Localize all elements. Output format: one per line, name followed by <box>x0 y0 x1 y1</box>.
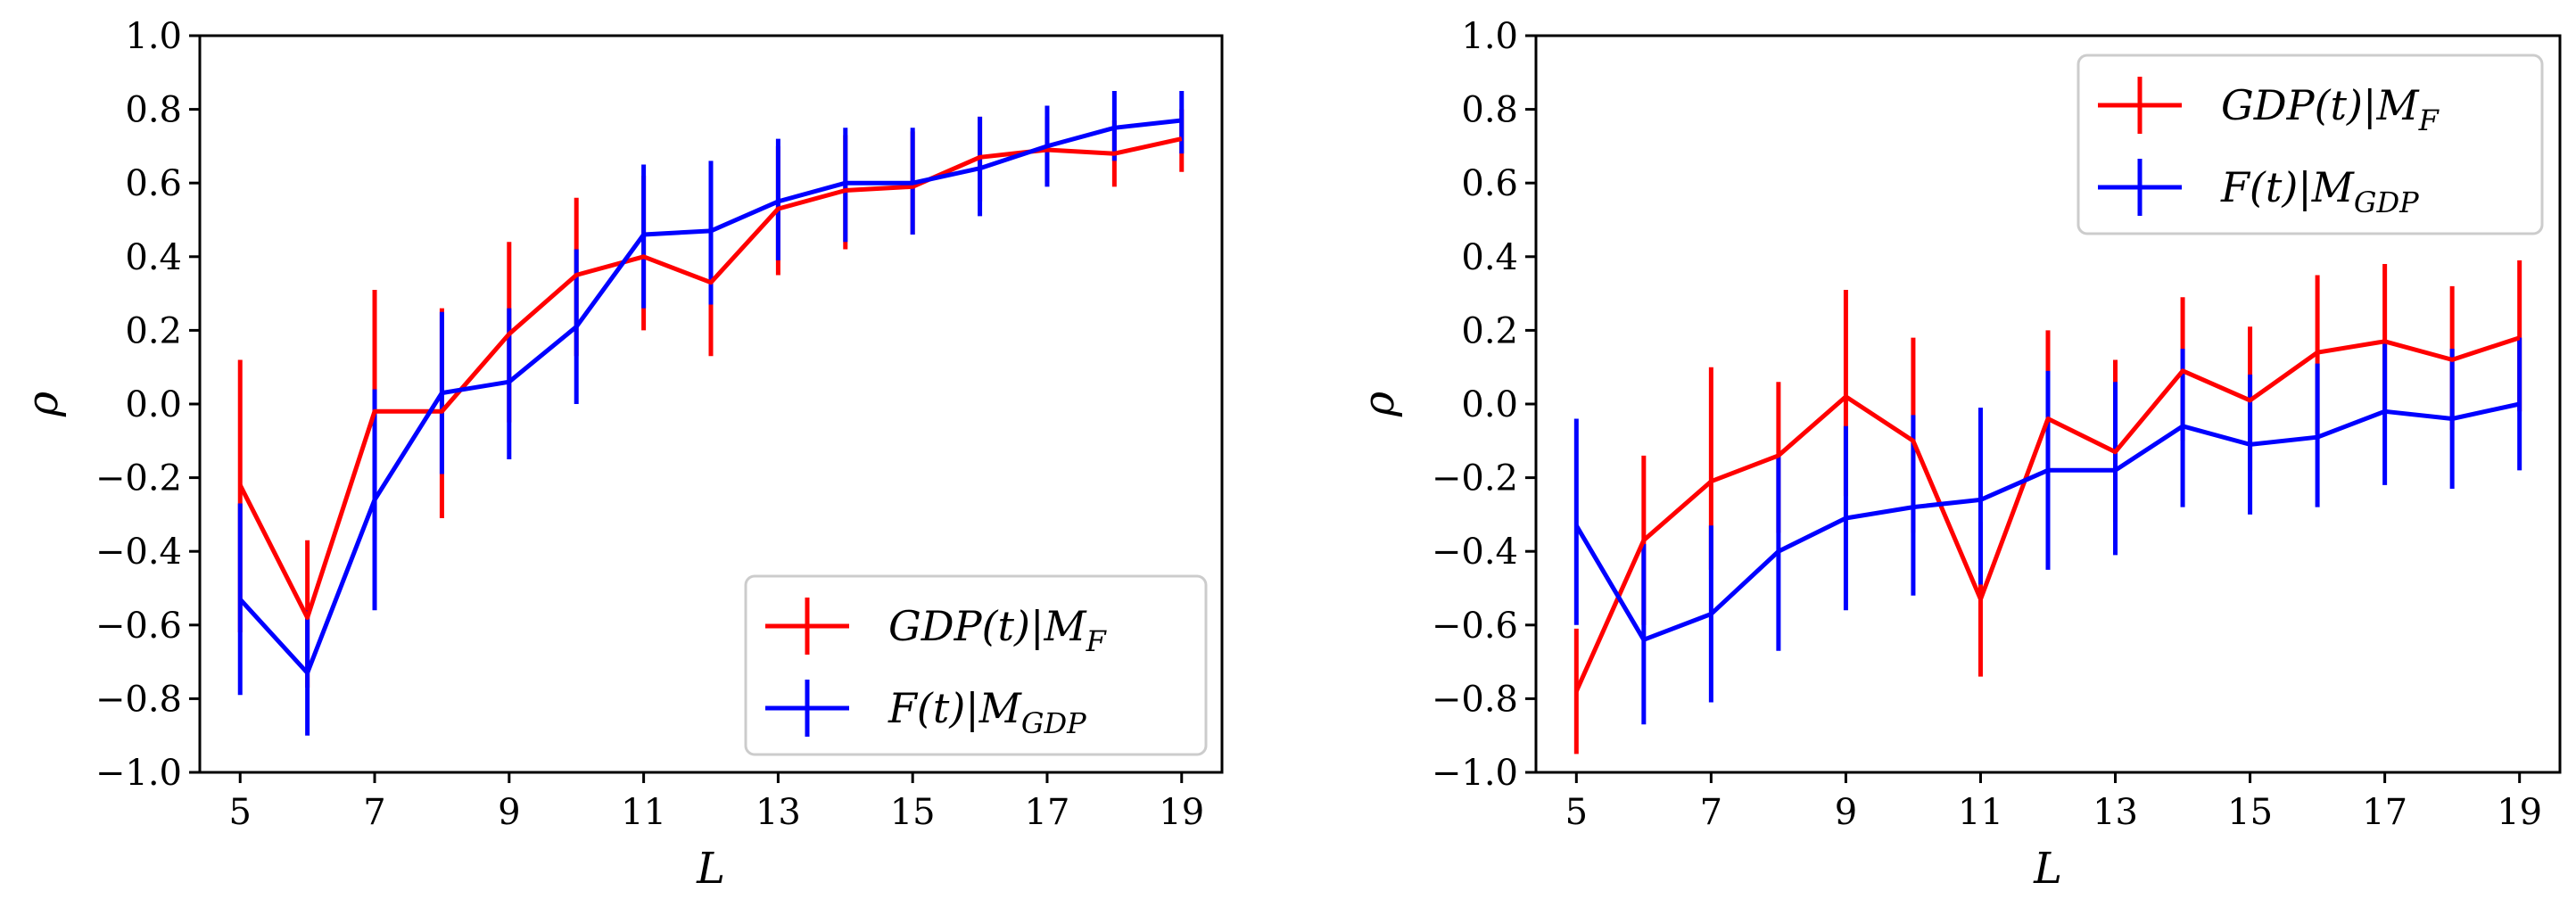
right-y-tick-label: 1.0 <box>1461 16 1518 57</box>
right-legend-f-label: F(t)|MGDP <box>2220 163 2419 219</box>
right-y-tick-label: −0.6 <box>1432 606 1518 647</box>
left-x-tick-label: 11 <box>621 792 666 833</box>
left-x-tick-label: 19 <box>1159 792 1204 833</box>
left-y-tick-label: 1.0 <box>125 16 182 57</box>
left-legend-gdp-handle <box>765 598 849 655</box>
left-legend-gdp-label: GDP(t)|MF <box>888 602 1108 658</box>
right-y-tick-label: 0.8 <box>1461 90 1518 131</box>
right-f-errorbars <box>1573 337 2522 725</box>
right-legend-gdp-handle <box>2098 77 2182 134</box>
right-y-tick-label: −1.0 <box>1432 753 1518 794</box>
left-y-tick-label: 0.0 <box>125 384 182 425</box>
right-x-tick-label: 13 <box>2093 792 2138 833</box>
left-x-tick-label: 17 <box>1025 792 1070 833</box>
left-y-tick-label: −1.0 <box>95 753 182 794</box>
left-y-axis-label: ρ <box>18 392 68 417</box>
right-y-tick-label: 0.4 <box>1461 237 1518 278</box>
right-x-tick-label: 19 <box>2497 792 2542 833</box>
right-legend-box <box>2076 54 2544 235</box>
left-y-tick-label: −0.8 <box>95 679 182 720</box>
right-y-tick-label: 0.0 <box>1461 384 1518 425</box>
left-y-tick-label: 0.8 <box>125 90 182 131</box>
left-x-tick-label: 9 <box>498 792 520 833</box>
left-y-tick-label: 0.6 <box>125 163 182 204</box>
right-y-axis-label: ρ <box>1354 392 1404 417</box>
right-x-tick-label: 5 <box>1565 792 1588 833</box>
right-x-tick-label: 7 <box>1700 792 1722 833</box>
right-legend: GDP(t)|MF F(t)|MGDP <box>2076 54 2544 235</box>
right-x-tick-label: 17 <box>2362 792 2407 833</box>
left-x-tick-label: 7 <box>363 792 385 833</box>
left-x-tick-label: 15 <box>890 792 936 833</box>
right-x-tick-label: 11 <box>1958 792 2003 833</box>
left-legend-box <box>744 574 1208 756</box>
left-legend: GDP(t)|MF F(t)|MGDP <box>744 574 1208 756</box>
left-x-axis-label: L <box>696 844 725 894</box>
right-y-tick-label: 0.6 <box>1461 163 1518 204</box>
left-x-tick-label: 13 <box>755 792 801 833</box>
right-x-tick-label: 15 <box>2227 792 2273 833</box>
left-y-tick-label: −0.2 <box>95 458 182 499</box>
right-x-tick-label: 9 <box>1835 792 1857 833</box>
right-y-tick-label: −0.8 <box>1432 679 1518 720</box>
left-f-series-line <box>238 118 1183 675</box>
right-y-tick-label: 0.2 <box>1461 310 1518 351</box>
left-y-tick-label: 0.2 <box>125 310 182 351</box>
right-x-axis-label: L <box>2033 844 2062 894</box>
left-y-tick-label: −0.6 <box>95 606 182 647</box>
left-x-tick-label: 5 <box>229 792 252 833</box>
right-legend-gdp-label: GDP(t)|MF <box>2221 81 2440 137</box>
left-legend-f-handle <box>765 680 849 737</box>
left-panel: −1.0 −0.8 −0.6 −0.4 −0.2 0.0 0.2 0.4 0.6 0.8 1.0 5 7… <box>18 16 1224 894</box>
right-panel: −1.0 −0.8 −0.6 −0.4 −0.2 0.0 0.2 0.4 0.6 0.8 1.0 5 7… <box>1354 16 2562 894</box>
right-f-series-line <box>1574 401 2521 642</box>
left-y-tick-label: −0.4 <box>95 532 182 573</box>
right-y-tick-label: −0.2 <box>1432 458 1518 499</box>
right-legend-f-handle <box>2098 159 2182 216</box>
left-legend-f-label: F(t)|MGDP <box>888 684 1086 740</box>
left-y-tick-label: 0.4 <box>125 237 182 278</box>
right-y-tick-label: −0.4 <box>1432 532 1518 573</box>
right-gdp-series-line <box>1574 335 2521 693</box>
